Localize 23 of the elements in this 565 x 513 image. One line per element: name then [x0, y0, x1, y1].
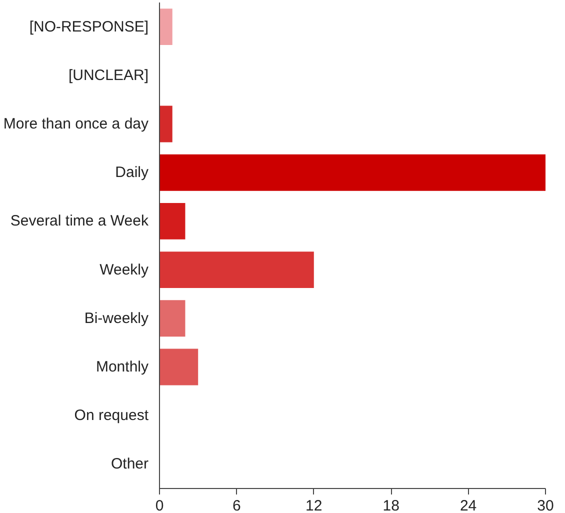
y-tick-label: Bi-weekly	[84, 310, 149, 327]
bar	[160, 202, 186, 240]
x-tick-label: 6	[232, 498, 241, 513]
y-tick-label: On request	[74, 407, 150, 424]
y-tick-label: Daily	[115, 164, 149, 182]
y-tick-label: Several time a Week	[10, 212, 149, 230]
bar	[160, 300, 186, 337]
x-tick-label: 18	[382, 498, 400, 513]
y-tick-label: Weekly	[100, 261, 149, 278]
y-tick-label: Other	[110, 456, 149, 473]
y-tick-label: More than once a day	[3, 116, 149, 132]
bar	[160, 106, 172, 142]
bar	[160, 154, 546, 191]
bar	[160, 348, 198, 386]
y-tick-label: [UNCLEAR]	[68, 66, 149, 84]
x-tick-label: 24	[460, 498, 477, 513]
y-tick-label: Monthly	[96, 358, 149, 376]
x-tick-label: 0	[155, 498, 164, 513]
x-tick-label: 12	[306, 498, 322, 513]
bar	[160, 8, 172, 46]
y-tick-label: [NO-RESPONSE]	[29, 18, 148, 36]
x-tick-label: 30	[537, 498, 554, 513]
bar	[160, 252, 314, 288]
